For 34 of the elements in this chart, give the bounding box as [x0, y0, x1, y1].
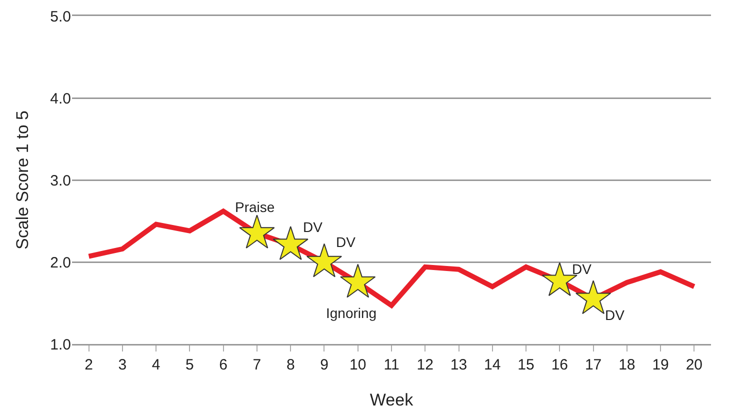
- x-tick-label: 19: [652, 356, 669, 374]
- annotation: DV: [572, 261, 592, 277]
- x-tick-label: 13: [450, 356, 468, 374]
- x-tick-label: 7: [252, 356, 262, 374]
- annotation: Praise: [235, 199, 275, 215]
- x-tick-label: 15: [518, 356, 534, 374]
- annotation: DV: [605, 307, 626, 323]
- x-tick-label: 5: [186, 356, 194, 374]
- x-axis-title: Week: [370, 390, 414, 410]
- y-tick-label: 1.0: [50, 336, 71, 354]
- x-tick-label: 18: [618, 356, 636, 374]
- x-tick-label: 8: [286, 356, 295, 374]
- annotation: Ignoring: [326, 305, 377, 321]
- point: [239, 214, 275, 249]
- point: [340, 264, 376, 298]
- x-tick-label: 14: [484, 356, 501, 374]
- x-tick-label: 20: [686, 356, 703, 374]
- x-tick-label: 4: [152, 356, 160, 374]
- x-tick-label: 11: [384, 356, 400, 374]
- x-tick-label: 6: [219, 356, 228, 374]
- annotation: DV: [336, 234, 356, 250]
- y-axis-title: Scale Score 1 to 5: [13, 110, 32, 250]
- y-tick-label: 5.0: [50, 8, 71, 26]
- y-tick-label: 3.0: [50, 172, 71, 190]
- y-tick-label: 4.0: [50, 90, 71, 108]
- annotation: DV: [303, 219, 324, 235]
- x-tick-label: 9: [320, 356, 328, 374]
- x-tick-label: 2: [84, 356, 93, 374]
- x-tick-label: 16: [551, 356, 568, 374]
- x-tick-label: 10: [350, 356, 366, 374]
- y-tick-label: 2.0: [50, 254, 71, 272]
- x-tick-label: 12: [416, 356, 434, 374]
- x-tick-label: 17: [584, 356, 602, 374]
- x-tick-label: 3: [118, 356, 127, 374]
